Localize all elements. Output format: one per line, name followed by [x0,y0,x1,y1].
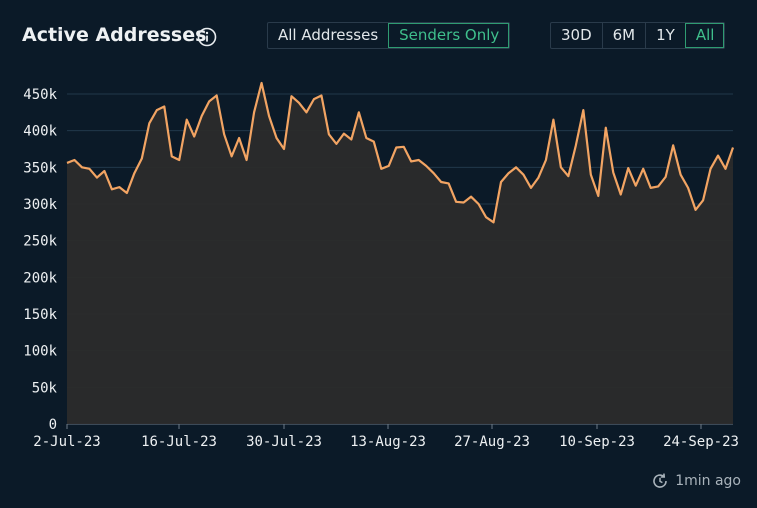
y-tick-label: 300k [23,197,57,213]
x-axis: 2-Jul-23 16-Jul-23 30-Jul-23 13-Aug-23 27-Au… [33,424,739,450]
chart-title: Active Addresses [22,24,207,46]
x-tick-label: 27-Aug-23 [454,434,530,450]
range-30d-button[interactable]: 30D [561,26,592,44]
range-6m-button[interactable]: 6M [601,23,646,48]
x-tick-label: 10-Sep-23 [559,434,635,450]
y-tick-label: 450k [23,87,57,103]
updated-text: 1min ago [675,473,741,489]
time-range-toggle: 30D 6M 1Y All [550,22,726,49]
address-mode-toggle: All Addresses Senders Only [267,22,511,49]
area-chart: 0 50k 100k 150k 200k 250k 300k 350k 400k 450k 2-J… [23,81,739,450]
y-tick-label: 0 [49,417,57,433]
y-tick-label: 250k [23,234,57,250]
x-tick-label: 30-Jul-23 [246,434,322,450]
y-tick-label: 100k [23,344,57,360]
chart-header: Active Addresses All Addresses Senders O… [0,0,757,70]
y-tick-label: 200k [23,270,57,286]
senders-only-button[interactable]: Senders Only [388,23,510,48]
series-line [66,81,735,224]
y-tick-label: 150k [23,307,57,323]
info-icon[interactable] [197,27,217,47]
x-tick-label: 16-Jul-23 [141,434,217,450]
y-axis: 0 50k 100k 150k 200k 250k 300k 350k 400k 450k [23,87,57,433]
x-tick-label: 13-Aug-23 [350,434,426,450]
y-tick-label: 350k [23,160,57,176]
y-tick-label: 50k [32,380,58,396]
x-tick-label: 24-Sep-23 [663,434,739,450]
series-area [67,83,733,424]
range-all-button[interactable]: All [684,23,725,48]
last-updated: 1min ago [651,472,741,490]
y-tick-label: 400k [23,124,57,140]
all-addresses-button[interactable]: All Addresses [278,26,379,44]
x-tick-label: 2-Jul-23 [33,434,100,450]
refresh-clock-icon[interactable] [651,472,669,490]
range-1y-button[interactable]: 1Y [645,23,685,48]
